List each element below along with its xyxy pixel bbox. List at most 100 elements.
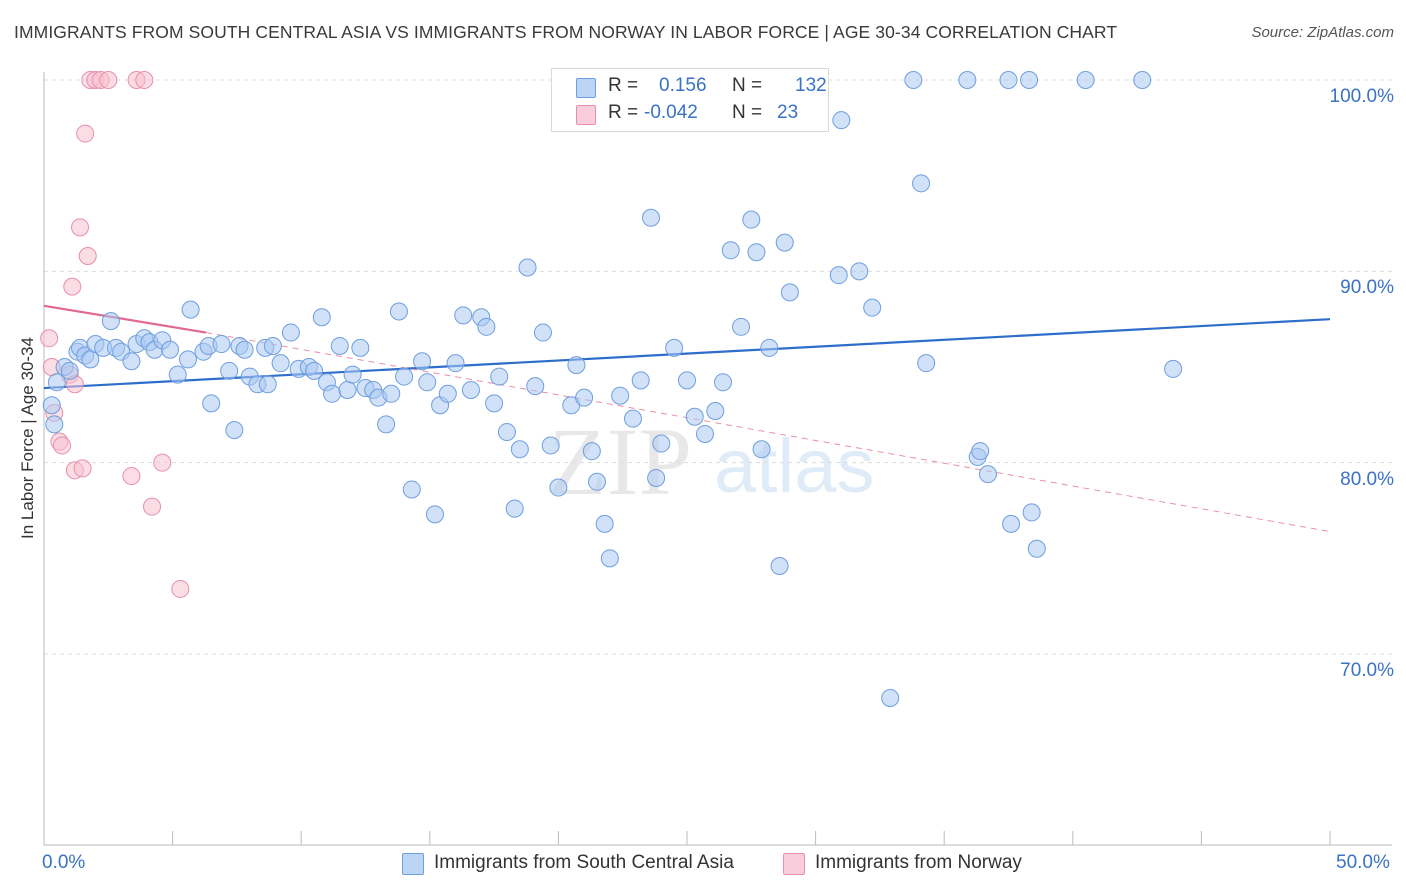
legend-n-value: 132 bbox=[795, 75, 827, 96]
point-south-central-asia bbox=[1133, 71, 1152, 89]
point-south-central-asia bbox=[587, 472, 606, 491]
point-south-central-asia bbox=[904, 71, 923, 89]
point-south-central-asia bbox=[263, 336, 282, 355]
point-south-central-asia bbox=[652, 434, 671, 453]
point-south-central-asia bbox=[623, 409, 642, 428]
point-south-central-asia bbox=[338, 380, 357, 399]
point-south-central-asia bbox=[775, 233, 794, 252]
trend-line-norway-solid bbox=[43, 304, 207, 334]
point-south-central-asia bbox=[850, 262, 869, 281]
point-south-central-asia bbox=[212, 335, 231, 354]
point-south-central-asia bbox=[47, 373, 66, 392]
point-south-central-asia bbox=[770, 556, 789, 575]
x-tick-label: 50.0% bbox=[1336, 852, 1390, 873]
point-south-central-asia bbox=[912, 174, 931, 193]
point-south-central-asia bbox=[1002, 514, 1021, 533]
legend-n-label: N = bbox=[732, 102, 763, 123]
point-south-central-asia bbox=[1022, 503, 1041, 522]
point-south-central-asia bbox=[978, 465, 997, 484]
y-tick-label: 90.0% bbox=[1340, 277, 1394, 299]
watermark-atlas: atlas bbox=[714, 424, 875, 509]
point-south-central-asia bbox=[752, 440, 771, 459]
point-south-central-asia bbox=[958, 71, 977, 89]
point-south-central-asia bbox=[971, 442, 990, 461]
data-points bbox=[40, 71, 1183, 708]
bottom-legend-swatch-pink bbox=[783, 853, 805, 875]
point-norway bbox=[63, 277, 82, 296]
axes bbox=[43, 72, 1392, 846]
point-south-central-asia bbox=[425, 505, 444, 524]
watermark: ZIP atlas bbox=[548, 408, 875, 515]
bottom-legend-south-central-asia: Immigrants from South Central Asia bbox=[402, 852, 762, 876]
point-south-central-asia bbox=[377, 415, 396, 434]
point-south-central-asia bbox=[305, 361, 324, 380]
point-south-central-asia bbox=[395, 367, 414, 386]
point-south-central-asia bbox=[567, 356, 586, 375]
point-south-central-asia bbox=[518, 258, 537, 277]
point-south-central-asia bbox=[1027, 539, 1046, 558]
point-south-central-asia bbox=[220, 361, 239, 380]
point-south-central-asia bbox=[600, 549, 619, 568]
point-south-central-asia bbox=[505, 499, 524, 518]
point-norway bbox=[171, 579, 190, 598]
point-norway bbox=[73, 459, 92, 478]
point-south-central-asia bbox=[832, 111, 851, 130]
point-south-central-asia bbox=[714, 373, 733, 392]
bottom-legend-label: Immigrants from Norway bbox=[815, 852, 1022, 873]
point-south-central-asia bbox=[413, 352, 432, 371]
point-south-central-asia bbox=[323, 384, 342, 403]
point-south-central-asia bbox=[60, 361, 79, 380]
y-axis-label: In Labor Force | Age 30-34 bbox=[18, 337, 37, 539]
point-south-central-asia bbox=[281, 323, 300, 342]
point-norway bbox=[53, 436, 72, 455]
point-south-central-asia bbox=[181, 300, 200, 319]
point-south-central-asia bbox=[330, 336, 349, 355]
point-south-central-asia bbox=[1076, 71, 1095, 89]
point-norway bbox=[135, 71, 154, 89]
point-south-central-asia bbox=[351, 338, 370, 357]
legend-r-label: R = bbox=[608, 102, 639, 123]
point-south-central-asia bbox=[446, 354, 465, 373]
point-south-central-asia bbox=[917, 354, 936, 373]
point-south-central-asia bbox=[45, 415, 64, 434]
point-south-central-asia bbox=[742, 210, 761, 229]
point-south-central-asia bbox=[999, 71, 1018, 89]
point-south-central-asia bbox=[168, 365, 187, 384]
point-south-central-asia bbox=[101, 312, 120, 331]
point-norway bbox=[78, 247, 97, 266]
point-south-central-asia bbox=[510, 440, 529, 459]
point-south-central-asia bbox=[549, 478, 568, 497]
point-south-central-asia bbox=[271, 354, 290, 373]
point-south-central-asia bbox=[179, 350, 198, 369]
point-south-central-asia bbox=[760, 338, 779, 357]
point-south-central-asia bbox=[863, 298, 882, 317]
legend-r-value: -0.042 bbox=[644, 102, 698, 123]
legend-r-value: 0.156 bbox=[659, 75, 707, 96]
point-south-central-asia bbox=[706, 402, 725, 421]
point-south-central-asia bbox=[389, 302, 408, 321]
point-south-central-asia bbox=[829, 266, 848, 285]
point-south-central-asia bbox=[258, 375, 277, 394]
point-norway bbox=[99, 71, 118, 89]
point-south-central-asia bbox=[721, 241, 740, 260]
point-south-central-asia bbox=[881, 689, 900, 708]
point-south-central-asia bbox=[42, 396, 61, 415]
point-south-central-asia bbox=[575, 388, 594, 407]
point-south-central-asia bbox=[533, 323, 552, 342]
bottom-legend-norway: Immigrants from Norway bbox=[783, 852, 1053, 876]
trend-line-norway-dashed bbox=[205, 332, 1331, 533]
point-norway bbox=[40, 329, 59, 348]
y-axis-label-wrap: In Labor Force | Age 30-34 bbox=[6, 300, 50, 580]
y-tick-label: 80.0% bbox=[1340, 468, 1394, 490]
point-south-central-asia bbox=[541, 436, 560, 455]
point-south-central-asia bbox=[732, 317, 751, 336]
bottom-legend-swatch-blue bbox=[402, 853, 424, 875]
point-south-central-asia bbox=[1020, 71, 1039, 89]
point-south-central-asia bbox=[497, 423, 516, 442]
point-norway bbox=[71, 218, 90, 237]
point-norway bbox=[122, 467, 141, 486]
gridlines bbox=[44, 79, 1392, 655]
chart-source: Source: ZipAtlas.com bbox=[1251, 24, 1394, 41]
point-south-central-asia bbox=[490, 367, 509, 386]
